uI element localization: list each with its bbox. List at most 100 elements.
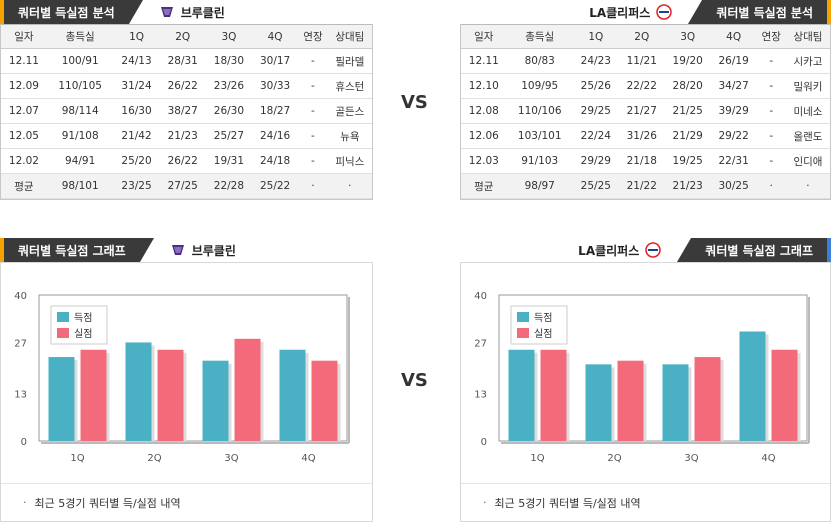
right-team-name: LA클리퍼스 [589,5,651,20]
right-table-cell: - [756,148,786,174]
bar-scored [585,364,612,441]
right-footnote-text: 최근 5경기 쿼터별 득/실점 내역 [494,496,641,510]
right-col-header: 1Q [572,24,619,49]
right-table-cell: 80/83 [506,48,573,74]
right-table-cell: - [756,73,786,99]
right-table-cell: 12.08 [461,98,507,124]
bar-scored [202,360,229,441]
left-table-cell: 휴스턴 [327,73,372,99]
bar-scored [48,357,75,441]
left-table-cell: 12.07 [1,98,47,124]
left-col-header: 상대팀 [327,24,372,49]
left-avg-cell: · [327,173,372,199]
left-table-cell: 91/108 [46,123,114,149]
y-tick-label: 0 [481,437,487,448]
y-tick-label: 0 [21,437,27,448]
right-table-cell: 22/31 [710,148,757,174]
left-table-row: 12.05 91/108 21/42 21/23 25/27 24/16- 뉴욕 [1,123,372,149]
right-avg-cell: 98/97 [506,173,573,199]
left-stats-table: 일자 총득실 1Q 2Q 3Q 4Q 연장 상대팀 12.11 100/91 24/13 28/31… [0,24,373,200]
clippers-logo-icon [645,242,662,258]
left-table-cell: 피닉스 [327,148,372,174]
x-tick-label: 4Q [761,453,775,464]
left-table-cell: 뉴욕 [327,123,372,149]
left-table-cell: 18/27 [252,98,299,124]
left-table-cell: 19/31 [205,148,253,174]
left-col-header: 2Q [159,24,206,49]
y-tick-label: 40 [14,291,27,302]
right-col-header: 총득실 [506,24,573,49]
left-table-avg-row: 평균 98/101 23/25 27/25 22/28 25/22 · · [1,173,372,199]
left-table-cell: 23/26 [205,73,253,99]
left-avg-cell: 23/25 [113,173,160,199]
right-table-cell: - [756,98,786,124]
left-table-row: 12.09 110/105 31/24 26/22 23/26 30/33- 휴스턴 [1,73,372,99]
left-table-cell: 18/30 [205,48,253,74]
legend-label: 실점 [534,328,552,340]
left-table-cell: 31/24 [113,73,160,99]
right-table-row: 12.11 80/83 24/23 11/21 19/20 26/19- 시카고 [461,48,830,74]
y-tick-label: 13 [474,390,487,401]
left-table-row: 12.11 100/91 24/13 28/31 18/30 30/17- 필라델 [1,48,372,74]
right-footnote: · 최근 5경기 쿼터별 득/실점 내역 [461,483,830,521]
bar-scored [662,364,689,441]
right-table-cell: 26/19 [710,48,757,74]
bar-allowed [234,338,261,441]
right-avg-cell: · [785,173,830,199]
left-table-row: 12.07 98/114 16/30 38/27 26/30 18/27- 골든스 [1,98,372,124]
right-stats-table: 일자 총득실 1Q 2Q 3Q 4Q 연장 상대팀 12.11 80/83 24/23 11/21 1… [460,24,831,200]
left-table-cell: - [298,123,328,149]
right-graph-team-name: LA클리퍼스 [578,243,640,258]
y-tick-label: 27 [474,338,487,349]
legend-label: 득점 [534,312,552,324]
left-table-tab: 쿼터별 득실점 분석 [0,0,143,24]
left-col-header: 일자 [1,24,47,49]
right-team: LA클리퍼스 [589,4,673,21]
left-table-cell: 25/27 [205,123,253,149]
right-table-avg-row: 평균 98/97 25/25 21/22 21/23 30/25 · · [461,173,830,199]
right-col-header: 일자 [461,24,507,49]
left-table-cell: - [298,73,328,99]
right-table-cell: 29/25 [572,98,619,124]
bar-scored [279,349,306,441]
right-avg-cell: 평균 [461,173,507,199]
left-table-cell: 26/22 [159,148,206,174]
x-tick-label: 3Q [224,453,238,464]
bar-allowed [311,360,338,441]
left-col-header: 3Q [205,24,253,49]
left-graph-header: 쿼터별 득실점 그래프 브루클린 [0,238,373,262]
left-table-cell: 25/20 [113,148,160,174]
left-table-cell: 12.02 [1,148,47,174]
right-table-cell: 12.03 [461,148,507,174]
right-table-cell: - [756,123,786,149]
bar-allowed [617,360,644,441]
right-table-cell: 12.10 [461,73,507,99]
left-col-header: 4Q [252,24,299,49]
right-col-header: 3Q [664,24,711,49]
left-table-cell: 94/91 [46,148,114,174]
brooklyn-logo-icon [171,245,184,255]
left-col-header: 연장 [298,24,328,49]
bar-allowed [157,349,184,441]
left-table-cell: 12.11 [1,48,47,74]
right-graph-tab: 쿼터별 득실점 그래프 [677,238,831,262]
left-table-cell: 16/30 [113,98,160,124]
left-table-cell: 24/13 [113,48,160,74]
left-table-cell: - [298,148,328,174]
bar-scored [125,342,152,441]
right-col-header: 상대팀 [785,24,830,49]
left-col-header: 1Q [113,24,160,49]
right-table-cell: 19/25 [664,148,711,174]
left-table-cell: 38/27 [159,98,206,124]
right-table-cell: 25/26 [572,73,619,99]
left-table-cell: 26/30 [205,98,253,124]
right-col-header: 2Q [618,24,665,49]
legend-swatch [517,328,529,338]
left-col-header: 총득실 [46,24,114,49]
right-col-header: 4Q [710,24,757,49]
right-graph-team: LA클리퍼스 [578,242,662,259]
legend-label: 득점 [74,312,92,324]
y-tick-label: 27 [14,338,27,349]
